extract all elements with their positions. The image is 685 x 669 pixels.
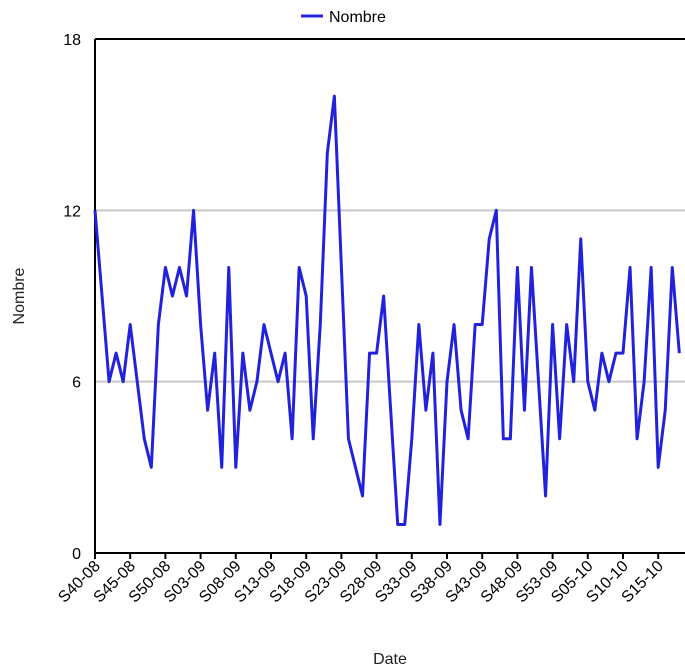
legend-label-nombre: Nombre	[329, 9, 386, 26]
y-tick-label: 0	[72, 546, 81, 563]
series-line-nombre	[93, 94, 681, 526]
axes	[94, 38, 685, 554]
y-tick-label: 18	[63, 32, 81, 49]
y-axis-ticks: 0 6 12 18	[63, 32, 81, 563]
x-axis-ticks: S40-08S45-08S50-08S03-09S08-09S13-09S18-…	[55, 553, 667, 606]
gridlines	[95, 38, 685, 383]
legend: Nombre	[301, 9, 386, 26]
y-tick-label: 12	[63, 203, 81, 220]
x-axis-title: Date	[373, 651, 407, 668]
y-axis-title: Nombre	[11, 267, 28, 324]
y-tick-label: 6	[72, 375, 81, 392]
